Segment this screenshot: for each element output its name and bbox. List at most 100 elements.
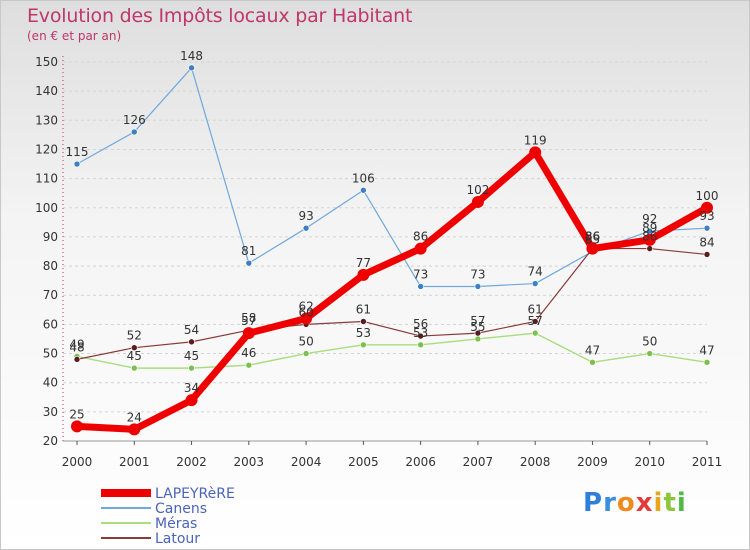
chart-subtitle: (en € et par an) [27, 29, 122, 43]
x-tick-label: 2001 [119, 455, 150, 469]
data-label-lapeyrre: 102 [466, 183, 489, 197]
data-label-canens: 93 [298, 209, 313, 223]
y-tick-label: 60 [43, 317, 58, 331]
series-line-canens [76, 67, 708, 288]
data-label-latour: 58 [241, 311, 256, 325]
x-tick-label: 2004 [291, 455, 322, 469]
data-label-mras: 45 [184, 349, 199, 363]
data-point-canens [703, 224, 711, 232]
proxiti-logo: Proxiti [583, 488, 687, 518]
logo-letter: i [653, 488, 664, 518]
data-label-mras: 49 [69, 337, 84, 351]
y-tick-label: 120 [35, 142, 58, 156]
x-tick-label: 2008 [520, 455, 551, 469]
data-point-lapeyrre [701, 201, 713, 214]
data-label-mras: 50 [298, 335, 313, 349]
data-point-mras [130, 364, 138, 372]
y-tick-label: 90 [43, 230, 58, 244]
data-label-latour: 48 [69, 340, 84, 354]
data-label-mras: 50 [642, 335, 657, 349]
data-label-latour: 57 [470, 314, 485, 328]
series-line-mras [76, 332, 708, 369]
logo-letter: i [676, 488, 687, 518]
data-label-canens: 73 [470, 267, 485, 281]
data-point-canens [474, 283, 482, 290]
legend-swatch-meras [101, 522, 151, 524]
data-point-mras [589, 358, 596, 366]
data-label-canens: 74 [528, 265, 543, 279]
data-label-mras: 45 [127, 349, 142, 363]
data-point-canens [302, 224, 310, 232]
data-label-latour: 52 [127, 329, 142, 343]
series-line-lapeyrre [73, 148, 711, 433]
data-point-mras [646, 350, 654, 357]
data-label-canens: 73 [413, 267, 428, 281]
data-label-latour: 86 [585, 230, 600, 244]
data-label-latour: 86 [642, 230, 657, 244]
data-label-lapeyrre: 119 [524, 133, 547, 147]
data-point-canens [531, 280, 539, 287]
y-tick-label: 20 [43, 434, 58, 448]
data-label-latour: 61 [528, 302, 543, 316]
data-point-latour [360, 318, 367, 325]
y-tick-label: 110 [35, 172, 58, 186]
y-tick-label: 70 [43, 288, 58, 302]
data-label-latour: 61 [356, 302, 371, 316]
y-tick-label: 30 [43, 405, 58, 419]
data-point-mras [188, 364, 195, 372]
data-point-lapeyrre [357, 268, 370, 281]
data-label-mras: 47 [699, 343, 714, 357]
data-label-lapeyrre: 86 [585, 230, 600, 244]
data-point-lapeyrre [185, 394, 198, 407]
data-label-latour: 84 [699, 235, 714, 249]
data-label-lapeyrre: 62 [298, 300, 313, 314]
data-point-lapeyrre [586, 242, 599, 255]
legend-label-lapeyrere: LAPEYRèRE [155, 486, 235, 502]
data-point-canens [73, 160, 81, 168]
data-point-canens [417, 283, 424, 290]
data-point-canens [245, 259, 253, 267]
data-point-lapeyrre [471, 195, 484, 208]
data-label-latour: 54 [184, 323, 199, 337]
legend-swatch-canens [101, 507, 151, 509]
y-tick-label: 150 [35, 55, 58, 69]
legend-label-canens: Canens [155, 501, 208, 517]
data-label-lapeyrre: 86 [413, 230, 428, 244]
logo-letter: P [583, 488, 604, 518]
data-label-latour: 56 [413, 317, 428, 331]
data-point-latour [417, 332, 424, 340]
data-point-lapeyrre [128, 423, 141, 436]
x-tick-label: 2011 [692, 455, 723, 469]
data-label-canens: 93 [699, 209, 714, 223]
data-point-latour [703, 251, 711, 258]
logo-letter: t [663, 488, 677, 518]
data-point-mras [531, 329, 539, 337]
y-tick-label: 140 [35, 84, 58, 98]
data-point-canens [130, 128, 138, 136]
data-label-canens: 81 [241, 244, 256, 258]
data-label-canens: 92 [642, 212, 657, 226]
data-point-lapeyrre [414, 242, 427, 255]
data-label-lapeyrre: 24 [127, 410, 142, 424]
x-tick-label: 2000 [62, 455, 93, 469]
data-point-lapeyrre [242, 327, 255, 340]
data-label-mras: 53 [413, 326, 428, 340]
data-label-mras: 53 [356, 326, 371, 340]
x-tick-label: 2010 [634, 455, 665, 469]
data-point-mras [474, 335, 482, 343]
data-point-latour [646, 245, 654, 252]
data-label-mras: 47 [585, 343, 600, 357]
y-tick-label: 130 [35, 113, 58, 127]
x-tick-label: 2007 [463, 455, 494, 469]
data-point-latour [130, 344, 138, 352]
data-point-lapeyrre [300, 312, 313, 325]
data-point-lapeyrre [529, 146, 542, 159]
data-point-mras [245, 361, 253, 369]
data-point-latour [531, 318, 539, 325]
y-tick-label: 80 [43, 259, 58, 273]
x-tick-label: 2009 [577, 455, 608, 469]
data-label-mras: 46 [241, 346, 256, 360]
legend-swatch-lapeyrere [101, 489, 151, 497]
data-label-canens: 148 [180, 49, 203, 63]
data-label-canens: 85 [585, 233, 600, 247]
